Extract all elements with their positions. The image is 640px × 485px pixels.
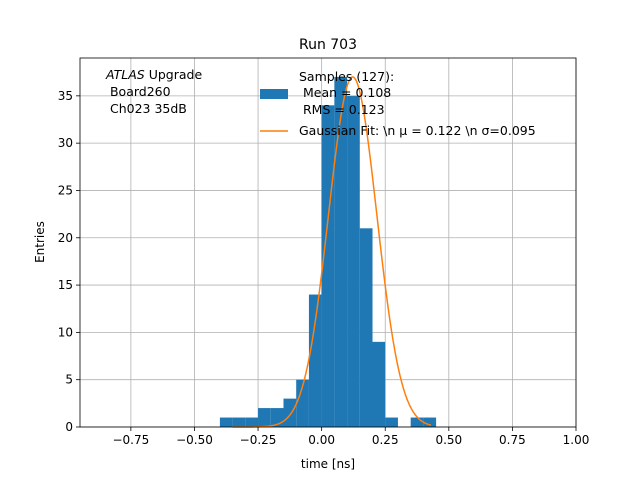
histogram-bar-15: [410, 417, 424, 427]
y-tick-label-4: 20: [58, 231, 73, 245]
y-tick-label-7: 35: [58, 89, 73, 103]
histogram-bar-6: [296, 379, 309, 427]
annotation-upgrade: Upgrade: [145, 67, 203, 82]
histogram-bar-12: [372, 341, 386, 427]
x-axis-ticks: −0.75 −0.50 −0.25 0.00 0.25 0.50 0.75 1.00: [112, 427, 589, 447]
y-tick-label-6: 30: [58, 136, 73, 150]
histogram-bar-3: [258, 408, 271, 427]
x-tick-label-4: 0.25: [372, 433, 399, 447]
x-tick-label-2: −0.25: [240, 433, 277, 447]
histogram-bar-8: [321, 105, 335, 428]
y-tick-label-0: 0: [65, 420, 73, 434]
gaussian-fit-curve: [232, 76, 432, 428]
histogram-bar-7: [308, 294, 322, 427]
histogram-bar-2: [245, 417, 259, 427]
histogram-bar-10: [347, 95, 360, 427]
legend: Samples (127): Mean = 0.108 RMS = 0.123 …: [260, 69, 536, 138]
x-tick-label-1: −0.50: [176, 433, 213, 447]
legend-histogram-line-3: RMS = 0.123: [299, 102, 385, 117]
y-tick-label-3: 15: [58, 278, 73, 292]
legend-histogram-line-2: Mean = 0.108: [299, 85, 391, 100]
x-tick-label-6: 0.75: [499, 433, 526, 447]
annotation-line-3: Ch023 35dB: [106, 101, 187, 116]
annotation-atlas: ATLAS: [105, 67, 145, 82]
annotation-line-2: Board260: [106, 84, 171, 99]
y-tick-label-5: 25: [58, 183, 73, 197]
x-tick-label-5: 0.50: [435, 433, 462, 447]
histogram-bar-13: [385, 417, 398, 427]
legend-histogram-line-1: Samples (127):: [299, 69, 394, 84]
y-tick-label-1: 5: [65, 373, 73, 387]
y-tick-label-2: 10: [58, 325, 73, 339]
legend-fit-label: Gaussian Fit: \n μ = 0.122 \n σ=0.095: [299, 123, 536, 138]
histogram-bar-11: [359, 228, 373, 427]
plot-frame: [79, 57, 577, 428]
histogram-bar-1: [232, 417, 246, 427]
histogram-bar-5: [283, 398, 297, 427]
legend-histogram-swatch: [260, 89, 288, 99]
x-tick-label-0: −0.75: [112, 433, 149, 447]
y-axis-ticks: 0 5 10 15 20 25 30 35: [58, 89, 80, 434]
histogram-bar-16: [423, 417, 437, 427]
y-axis-label: Entries: [33, 221, 47, 263]
histogram-bars: [219, 76, 437, 428]
histogram-bar-0: [219, 417, 233, 427]
x-axis-label: time [ns]: [301, 457, 355, 471]
chart-title: Run 703: [299, 37, 357, 53]
x-tick-label-7: 1.00: [563, 433, 590, 447]
atlas-annotation: ATLAS Upgrade Board260 Ch023 35dB: [105, 67, 202, 116]
x-tick-label-3: 0.00: [308, 433, 335, 447]
histogram-bar-9: [334, 76, 348, 427]
annotation-line-1: ATLAS Upgrade: [105, 67, 202, 82]
